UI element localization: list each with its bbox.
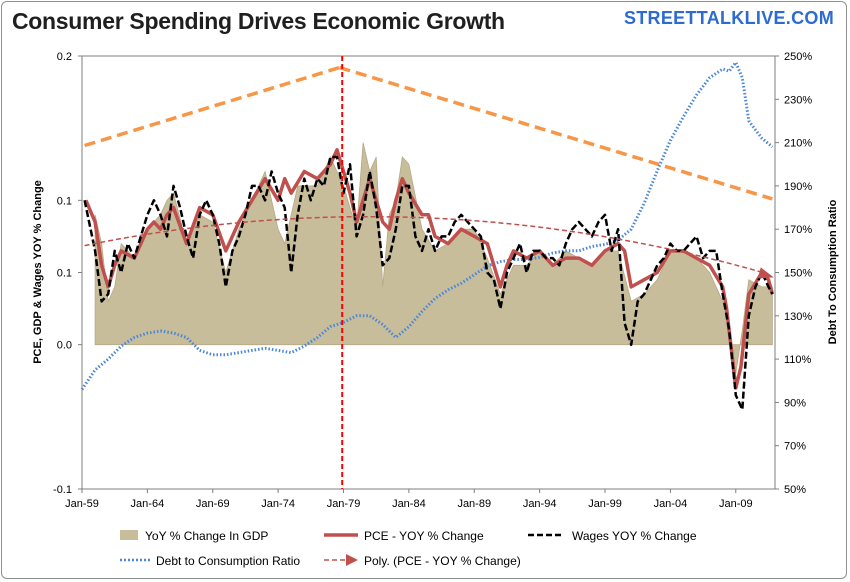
x-tick-label: Jan-84 bbox=[392, 498, 426, 510]
y-tick-label: 0.1 bbox=[57, 268, 72, 280]
y2-tick-label: 210% bbox=[784, 138, 812, 150]
y2-tick-label: 110% bbox=[784, 354, 812, 366]
legend: YoY % Change In GDP PCE - YOY % Change W… bbox=[120, 529, 697, 568]
legend-label-pce: PCE - YOY % Change bbox=[364, 529, 484, 543]
x-tick-label: Jan-94 bbox=[523, 498, 557, 510]
y2-tick-label: 230% bbox=[784, 94, 812, 106]
x-tick-label: Jan-69 bbox=[196, 498, 230, 510]
y-tick-label: -0.1 bbox=[53, 484, 72, 496]
x-tick-label: Jan-89 bbox=[457, 498, 491, 510]
legend-label-debt: Debt to Consumption Ratio bbox=[156, 554, 300, 568]
legend-swatch-poly-arrow bbox=[346, 554, 358, 566]
y2-axis-label: Debt To Consumption Ratio bbox=[827, 199, 839, 344]
y-tick-label: 0.1 bbox=[57, 195, 72, 207]
x-tick-label: Jan-04 bbox=[654, 498, 688, 510]
y2-tick-label: 170% bbox=[784, 224, 812, 236]
y-tick-label: 0.0 bbox=[57, 340, 72, 352]
legend-label-poly: Poly. (PCE - YOY % Change) bbox=[364, 554, 521, 568]
series-wages-line bbox=[83, 155, 774, 411]
poly-trend-arrowhead bbox=[757, 267, 774, 279]
x-tick-label: Jan-64 bbox=[131, 498, 165, 510]
y2-tick-label: 90% bbox=[784, 397, 806, 409]
brand-watermark[interactable]: STREETTALKLIVE.COM bbox=[623, 8, 834, 28]
legend-label-wages: Wages YOY % Change bbox=[572, 529, 697, 543]
y2-tick-label: 130% bbox=[784, 311, 812, 323]
y2-tick-label: 150% bbox=[784, 268, 812, 280]
chart-title: Consumer Spending Drives Economic Growth bbox=[12, 8, 505, 34]
y-tick-label: 0.2 bbox=[57, 51, 72, 63]
x-tick-label: Jan-59 bbox=[65, 498, 99, 510]
y2-tick-label: 250% bbox=[784, 51, 812, 63]
trendline-1 bbox=[339, 65, 773, 201]
y-axis-label: PCE, GDP & Wages YOY % Change bbox=[32, 180, 44, 364]
y2-tick-label: 50% bbox=[784, 484, 806, 496]
x-tick-label: Jan-09 bbox=[719, 498, 753, 510]
legend-label-gdp: YoY % Change In GDP bbox=[145, 529, 268, 543]
x-tick-label: Jan-99 bbox=[588, 498, 622, 510]
x-tick-label: Jan-79 bbox=[327, 498, 361, 510]
y2-tick-label: 190% bbox=[784, 181, 812, 193]
legend-swatch-gdp bbox=[120, 530, 138, 540]
y2-tick-label: 70% bbox=[784, 441, 806, 453]
trendline-0 bbox=[84, 65, 341, 148]
x-tick-label: Jan-74 bbox=[261, 498, 295, 510]
series-poly-trend bbox=[84, 215, 765, 274]
